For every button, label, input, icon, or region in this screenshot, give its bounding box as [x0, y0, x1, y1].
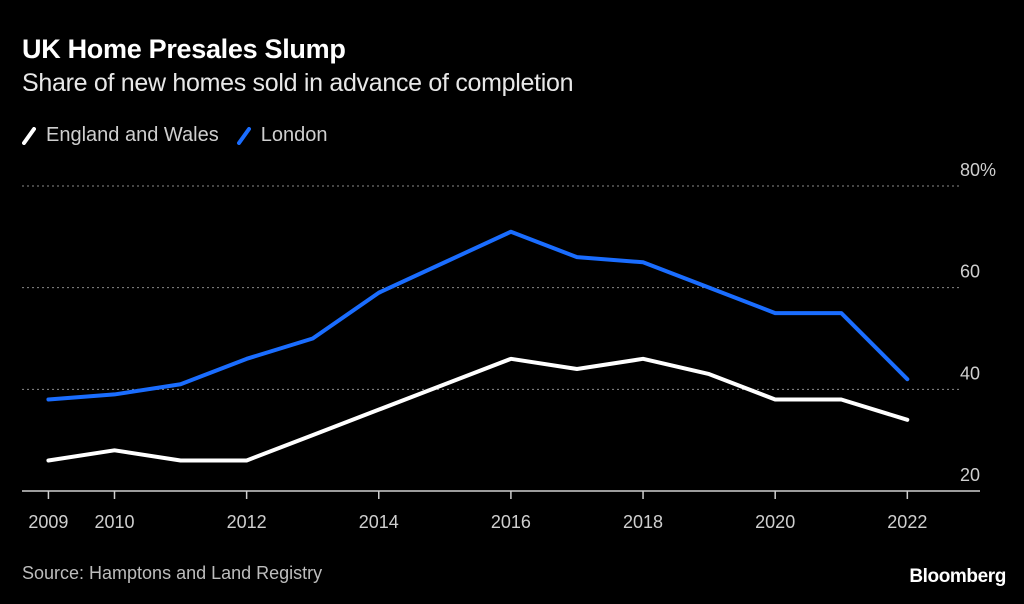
y-tick-label: 80% [960, 160, 996, 180]
y-tick-label: 20 [960, 465, 980, 485]
legend-label-england-wales: England and Wales [46, 124, 219, 146]
legend-swatch-line-0 [22, 126, 36, 145]
legend-swatch-line-1 [236, 126, 251, 145]
x-tick-label: 2022 [887, 512, 927, 532]
source-note: Source: Hamptons and Land Registry [22, 563, 323, 583]
bloomberg-logo: Bloomberg [909, 566, 1006, 587]
gridlines [22, 185, 960, 390]
series-line-london [46, 229, 910, 402]
x-tick-label: 2012 [227, 512, 267, 532]
x-tick-label: 2014 [359, 512, 399, 532]
x-tick-label: 2016 [491, 512, 531, 532]
y-tick-label: 40 [960, 363, 980, 383]
x-tick-label: 2010 [94, 512, 134, 532]
x-axis [22, 490, 980, 499]
legend-swatch-england-wales [22, 126, 36, 145]
legend-label-london: London [260, 124, 328, 146]
chart-title: UK Home Presales Slump [22, 34, 346, 64]
x-tick-label: 2009 [28, 512, 68, 532]
series-lines [46, 229, 910, 463]
y-axis-labels: 20 40 60 80% [960, 160, 996, 485]
x-axis-labels: 2009 2010 2012 2014 2016 2018 2020 2022 [28, 512, 927, 532]
x-tick-label: 2020 [755, 512, 795, 532]
legend: England and Wales London [22, 124, 345, 147]
x-tick-label: 2018 [623, 512, 663, 532]
legend-item-london: London [236, 124, 328, 147]
series-line-england-and-wales [46, 356, 910, 463]
chart-subtitle: Share of new homes sold in advance of co… [22, 69, 574, 97]
legend-swatch-london [236, 126, 251, 145]
legend-item-england-wales: England and Wales [22, 124, 219, 147]
y-tick-label: 60 [960, 262, 980, 282]
